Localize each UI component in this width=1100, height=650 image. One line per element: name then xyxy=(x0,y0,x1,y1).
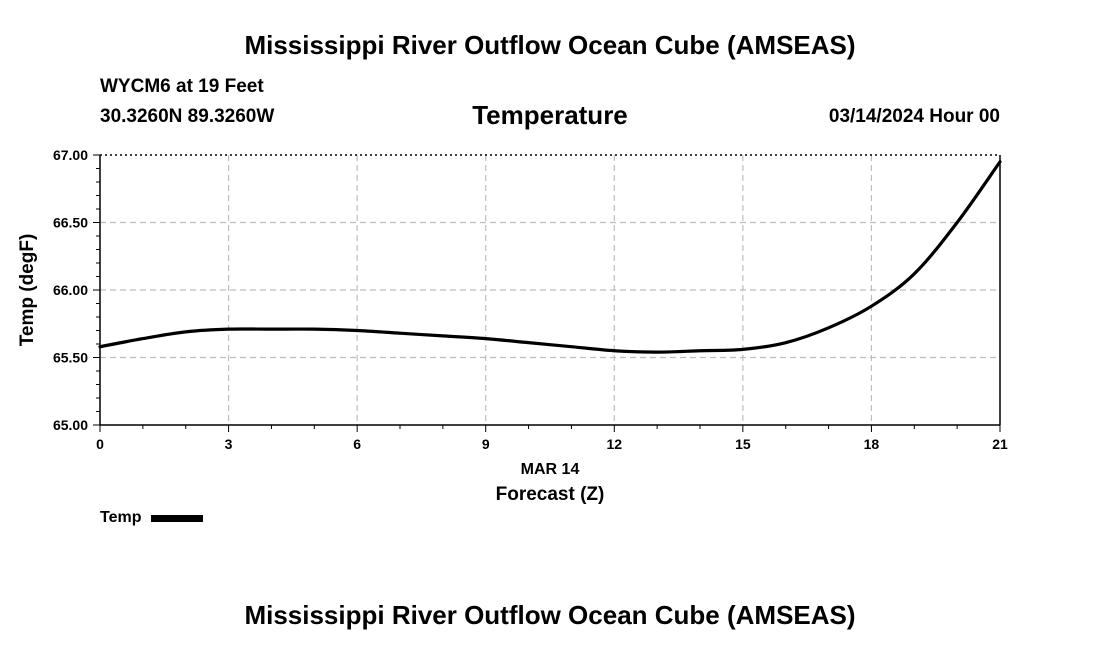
y-tick-label: 65.50 xyxy=(53,350,88,366)
x-tick-label: 6 xyxy=(353,436,361,452)
legend-entry-label: Temp xyxy=(100,509,142,526)
x-axis-label: Forecast (Z) xyxy=(496,484,605,505)
footer-title: Mississippi River Outflow Ocean Cube (AM… xyxy=(244,600,856,630)
x-axis-date-label: MAR 14 xyxy=(521,461,580,478)
y-tick-label: 65.00 xyxy=(53,417,88,433)
series-layer xyxy=(98,160,1002,354)
y-tick-label: 67.00 xyxy=(53,147,88,163)
coordinates-label: 30.3260N 89.3260W xyxy=(100,106,275,127)
x-tick-label: 12 xyxy=(606,436,622,452)
x-tick-label: 3 xyxy=(225,436,233,452)
x-tick-label: 0 xyxy=(96,436,104,452)
forecast-datetime: 03/14/2024 Hour 00 xyxy=(828,106,1000,127)
series-line-temp xyxy=(98,160,1002,354)
y-tick-label: 66.50 xyxy=(53,215,88,231)
tick-layer xyxy=(93,154,1001,432)
label-layer: 0 3 6 9 12 15 18 21 65.00 65.50 66.00 66.50 67.00 MAR… xyxy=(17,147,1008,505)
y-tick-label: 66.00 xyxy=(53,282,88,298)
y-axis-label: Temp (degF) xyxy=(17,234,38,347)
x-tick-label: 15 xyxy=(735,436,751,452)
chart-main-title: Mississippi River Outflow Ocean Cube (AM… xyxy=(244,30,856,60)
grid-layer xyxy=(100,155,1000,425)
x-tick-label: 21 xyxy=(992,436,1008,452)
parameter-title: Temperature xyxy=(472,100,628,130)
x-tick-label: 9 xyxy=(482,436,490,452)
chart-legend: Temp xyxy=(100,509,204,527)
legend-swatch xyxy=(151,514,204,522)
station-label: WYCM6 at 19 Feet xyxy=(100,76,264,97)
x-tick-label: 18 xyxy=(864,436,880,452)
